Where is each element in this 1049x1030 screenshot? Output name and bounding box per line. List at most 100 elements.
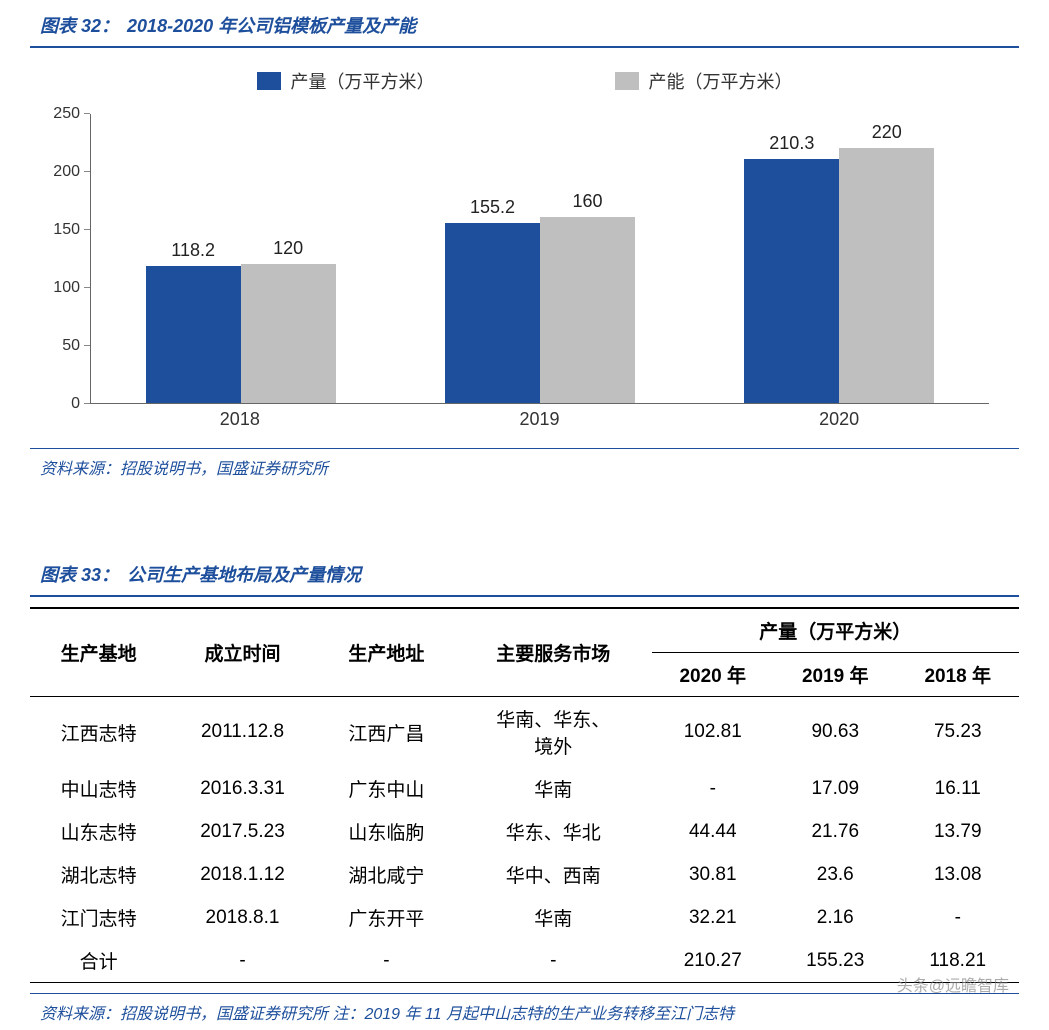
table-cell: 210.27 (652, 939, 774, 983)
table-body: 江西志特2011.12.8江西广昌华南、华东、境外102.8190.6375.2… (30, 697, 1019, 983)
table-cell: - (455, 939, 652, 983)
bar-group: 210.3220 (744, 148, 934, 403)
table-cell: 广东开平 (318, 896, 455, 939)
table-cell: - (167, 939, 318, 983)
table-cell: 13.79 (896, 810, 1019, 853)
y-tick-label: 50 (62, 337, 80, 355)
legend-label-2: 产能（万平方米） (649, 68, 793, 94)
table-cell: 湖北咸宁 (318, 853, 455, 896)
table-cell: 17.09 (774, 767, 896, 810)
bar-value-label: 120 (273, 238, 303, 259)
table-cell: - (896, 896, 1019, 939)
table-cell: 2016.3.31 (167, 767, 318, 810)
table-cell: 102.81 (652, 697, 774, 768)
figure-33-title-prefix: 图表 33： (40, 565, 119, 585)
th-base: 生产基地 (30, 608, 167, 697)
bar: 155.2 (445, 223, 540, 403)
production-table-wrap: 生产基地 成立时间 生产地址 主要服务市场 产量（万平方米） 2020 年 20… (30, 597, 1019, 989)
figure-32: 图表 32：2018-2020 年公司铝模板产量及产能 产量（万平方米） 产能（… (0, 0, 1049, 479)
table-cell: 山东临朐 (318, 810, 455, 853)
table-cell: 90.63 (774, 697, 896, 768)
table-cell: 华南、华东、境外 (455, 697, 652, 768)
chart-plot-area: 050100150200250 118.2120155.2160210.3220… (90, 114, 989, 434)
table-row: 江西志特2011.12.8江西广昌华南、华东、境外102.8190.6375.2… (30, 697, 1019, 768)
table-cell: - (318, 939, 455, 983)
plot-region: 118.2120155.2160210.3220 (90, 114, 989, 404)
table-cell: 山东志特 (30, 810, 167, 853)
table-row: 湖北志特2018.1.12湖北咸宁华中、西南30.8123.613.08 (30, 853, 1019, 896)
table-cell: 13.08 (896, 853, 1019, 896)
bar-value-label: 118.2 (171, 240, 215, 261)
table-cell: 23.6 (774, 853, 896, 896)
table-cell: 华南 (455, 767, 652, 810)
th-market: 主要服务市场 (455, 608, 652, 697)
bar-groups: 118.2120155.2160210.3220 (91, 114, 989, 403)
table-cell: 2011.12.8 (167, 697, 318, 768)
table-row: 合计---210.27155.23118.21 (30, 939, 1019, 983)
table-cell: 2018.1.12 (167, 853, 318, 896)
y-tick-label: 100 (53, 279, 80, 297)
th-address: 生产地址 (318, 608, 455, 697)
bar: 118.2 (146, 266, 241, 403)
table-row: 中山志特2016.3.31广东中山华南-17.0916.11 (30, 767, 1019, 810)
legend-swatch-2 (615, 72, 639, 90)
legend-item-1: 产量（万平方米） (257, 68, 435, 94)
figure-33-title-text: 公司生产基地布局及产量情况 (127, 565, 361, 585)
watermark: 头条@远瞻智库 (897, 972, 1009, 996)
legend-label-1: 产量（万平方米） (291, 68, 435, 94)
figure-32-title: 图表 32：2018-2020 年公司铝模板产量及产能 (30, 0, 1019, 48)
figure-32-title-text: 2018-2020 年公司铝模板产量及产能 (127, 16, 416, 36)
x-axis-label: 2018 (145, 409, 335, 430)
table-cell: 江门志特 (30, 896, 167, 939)
legend-swatch-1 (257, 72, 281, 90)
y-tick-label: 150 (53, 221, 80, 239)
table-cell: 2.16 (774, 896, 896, 939)
bar-value-label: 155.2 (470, 197, 515, 218)
bar: 210.3 (744, 159, 839, 403)
bar: 220 (839, 148, 934, 403)
table-cell: - (652, 767, 774, 810)
table-cell: 155.23 (774, 939, 896, 983)
bar-value-label: 210.3 (769, 133, 814, 154)
bar-value-label: 220 (872, 122, 902, 143)
table-row: 江门志特2018.8.1广东开平华南32.212.16- (30, 896, 1019, 939)
table-cell: 30.81 (652, 853, 774, 896)
x-axis-label: 2019 (444, 409, 634, 430)
bar-chart: 产量（万平方米） 产能（万平方米） 050100150200250 118.21… (30, 48, 1019, 444)
table-cell: 华南 (455, 896, 652, 939)
bar-group: 118.2120 (146, 264, 336, 403)
table-cell: 75.23 (896, 697, 1019, 768)
table-cell: 合计 (30, 939, 167, 983)
figure-32-source: 资料来源：招股说明书，国盛证券研究所 (30, 448, 1019, 479)
table-cell: 2018.8.1 (167, 896, 318, 939)
table-cell: 华东、华北 (455, 810, 652, 853)
figure-33: 图表 33： 公司生产基地布局及产量情况 生产基地 成立时间 生产地址 主要服务市… (0, 549, 1049, 1024)
legend-item-2: 产能（万平方米） (615, 68, 793, 94)
figure-33-source: 资料来源：招股说明书，国盛证券研究所 注：2019 年 11 月起中山志特的生产… (30, 993, 1019, 1024)
bar-group: 155.2160 (445, 217, 635, 403)
x-axis-labels: 201820192020 (90, 404, 989, 434)
table-cell: 44.44 (652, 810, 774, 853)
th-2020: 2020 年 (652, 653, 774, 697)
th-output-group: 产量（万平方米） (652, 608, 1019, 653)
bar-value-label: 160 (572, 191, 602, 212)
table-row: 山东志特2017.5.23山东临朐华东、华北44.4421.7613.79 (30, 810, 1019, 853)
y-tick-label: 200 (53, 163, 80, 181)
chart-legend: 产量（万平方米） 产能（万平方米） (40, 68, 1009, 94)
table-cell: 江西志特 (30, 697, 167, 768)
table-cell: 湖北志特 (30, 853, 167, 896)
table-cell: 2017.5.23 (167, 810, 318, 853)
th-2018: 2018 年 (896, 653, 1019, 697)
table-cell: 华中、西南 (455, 853, 652, 896)
table-cell: 16.11 (896, 767, 1019, 810)
th-2019: 2019 年 (774, 653, 896, 697)
table-cell: 江西广昌 (318, 697, 455, 768)
figure-33-title: 图表 33： 公司生产基地布局及产量情况 (30, 549, 1019, 597)
table-cell: 32.21 (652, 896, 774, 939)
production-table: 生产基地 成立时间 生产地址 主要服务市场 产量（万平方米） 2020 年 20… (30, 607, 1019, 983)
bar: 120 (241, 264, 336, 403)
y-axis: 050100150200250 (40, 114, 90, 404)
y-tick-label: 250 (53, 105, 80, 123)
table-cell: 中山志特 (30, 767, 167, 810)
table-cell: 21.76 (774, 810, 896, 853)
